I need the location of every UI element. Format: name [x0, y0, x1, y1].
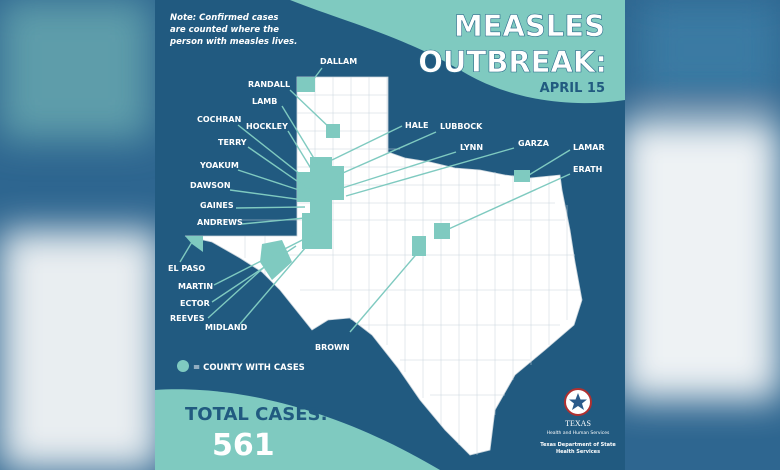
county-label: HOCKLEY: [246, 122, 288, 131]
infographic: DALLAM RANDALL LAMB COCHRAN HOCKLEY TERRY YOAK…: [155, 0, 625, 470]
total-label: TOTAL CASES:: [185, 404, 328, 425]
leader-line: [281, 105, 319, 166]
logo-name: TEXAS: [565, 419, 591, 428]
county-label: HALE: [405, 121, 428, 130]
county-label: RANDALL: [248, 80, 290, 89]
leader-line: [207, 259, 273, 319]
date: APRIL 15: [540, 81, 605, 96]
leader-line: [247, 146, 311, 191]
total-wave: [155, 389, 440, 470]
leader-line: [335, 131, 437, 177]
leader-line: [289, 89, 333, 131]
county-label: LAMAR: [573, 143, 605, 152]
legend-swatch: [177, 360, 189, 372]
county-label: GAINES: [200, 201, 234, 210]
leader-line: [287, 130, 319, 181]
county-label: ECTOR: [180, 299, 210, 308]
leader-line: [345, 147, 515, 197]
leader-line: [237, 124, 306, 179]
legend-text: = COUNTY WITH CASES: [193, 363, 305, 373]
county-label: COCHRAN: [197, 115, 241, 124]
leader-line: [211, 245, 297, 303]
leader-line: [237, 169, 306, 193]
county-label: ERATH: [573, 165, 602, 174]
county-label: EL PASO: [168, 264, 205, 273]
title-line: OUTBREAK:: [418, 45, 607, 79]
total-value: 561: [212, 428, 275, 463]
leader-line: [441, 173, 571, 233]
county-label: LUBBOCK: [440, 122, 483, 131]
leader-line: [235, 206, 306, 209]
leader-line: [331, 125, 403, 161]
county-label: GARZA: [518, 139, 550, 148]
leader-line: [229, 189, 319, 203]
county-label: DAWSON: [190, 181, 231, 190]
county-label: DALLAM: [320, 57, 357, 66]
county-label: YOAKUM: [199, 161, 239, 170]
title-wave: [290, 0, 625, 104]
county-label: ANDREWS: [197, 218, 243, 227]
note: Note: Confirmed cases are counted where …: [169, 13, 297, 47]
county-label: REEVES: [170, 314, 205, 323]
logo-department: Health Services: [556, 449, 600, 455]
county-label: LYNN: [460, 143, 483, 152]
note-line: person with measles lives.: [169, 37, 297, 47]
note-line: are counted where the: [170, 25, 279, 35]
county-grid: [210, 77, 580, 455]
leader-line: [523, 149, 571, 179]
leader-line: [179, 241, 193, 263]
county-label: LAMB: [252, 97, 277, 106]
county-labels: DALLAM RANDALL LAMB COCHRAN HOCKLEY TERRY YOAK…: [168, 57, 605, 352]
logo: TEXAS Health and Human Services Texas De…: [540, 388, 616, 455]
county-label: TERRY: [218, 138, 247, 147]
county-label: MARTIN: [178, 282, 213, 291]
title-line: MEASLES: [454, 9, 605, 43]
leader-line: [239, 239, 313, 325]
county-label: BROWN: [315, 343, 350, 352]
leader-line: [241, 217, 306, 225]
county-label: MIDLAND: [205, 323, 248, 332]
leader-line: [349, 249, 421, 333]
leader-line: [335, 151, 457, 191]
leader-line: [309, 67, 323, 85]
note-line: Note: Confirmed cases: [170, 13, 278, 23]
logo-department: Texas Department of State: [540, 442, 616, 448]
leader-line: [213, 231, 319, 286]
logo-agency: Health and Human Services: [547, 430, 610, 436]
